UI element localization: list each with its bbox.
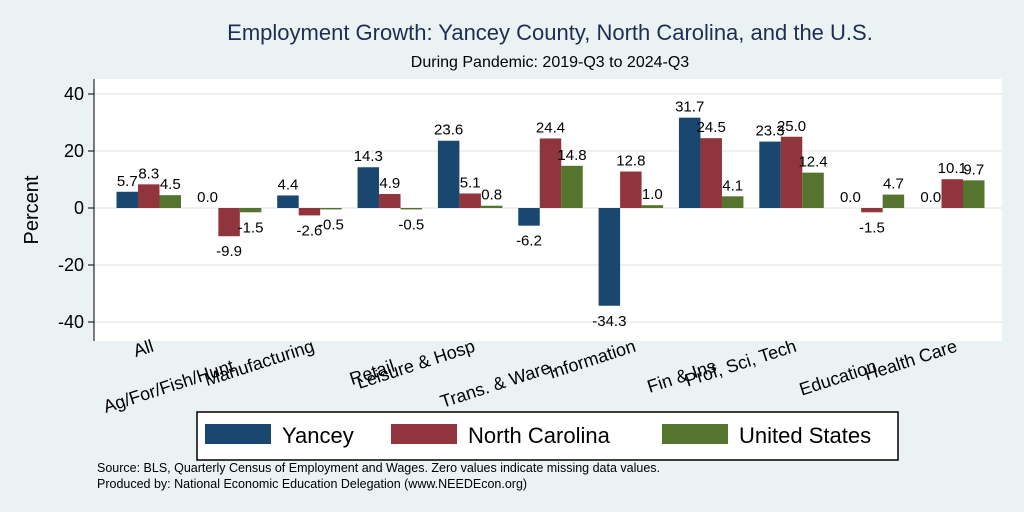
bar-united-states-fin-ins [721, 196, 744, 208]
data-label-north-carolina-leisure-hosp: 5.1 [460, 174, 481, 191]
data-label-yancey-fin-ins: 31.7 [675, 99, 704, 116]
data-label-north-carolina-ag-for-fish-hunt: -9.9 [216, 243, 242, 260]
data-label-north-carolina-education: -1.5 [859, 219, 885, 236]
data-label-united-states-ag-for-fish-hunt: -1.5 [238, 219, 264, 236]
data-label-north-carolina-prof-sci-tech: 25.0 [777, 118, 806, 135]
data-label-united-states-manufacturing: -0.5 [318, 216, 344, 233]
source-note: Source: BLS, Quarterly Census of Employm… [97, 461, 660, 475]
data-label-yancey-information: -34.3 [592, 313, 626, 330]
data-label-united-states-retail: -0.5 [398, 216, 424, 233]
bar-yancey-fin-ins [678, 117, 701, 208]
bar-united-states-manufacturing [320, 208, 342, 210]
data-label-united-states-all: 4.5 [160, 176, 181, 193]
bar-united-states-retail [400, 208, 423, 210]
bar-yancey-leisure-hosp [437, 140, 460, 208]
data-label-yancey-manufacturing: 4.4 [278, 176, 299, 193]
data-label-united-states-fin-ins: 4.1 [722, 177, 743, 194]
bar-yancey-all [116, 191, 138, 208]
data-label-yancey-education: 0.0 [840, 189, 861, 206]
legend-label-united-states: United States [739, 423, 871, 448]
y-axis-ticks: -40 -20 0 20 40 [58, 79, 95, 341]
bar-united-states-education [882, 194, 905, 208]
data-label-north-carolina-information: 12.8 [616, 153, 645, 170]
bar-north-carolina-manufacturing [298, 208, 321, 216]
bar-north-carolina-all [138, 184, 160, 208]
data-label-yancey-prof-sci-tech: 23.3 [755, 123, 784, 140]
bar-north-carolina-fin-ins [700, 138, 722, 208]
data-label-yancey-health-care: 0.0 [920, 189, 941, 206]
bar-united-states-ag-for-fish-hunt [239, 208, 262, 213]
bar-north-carolina-retail [379, 194, 401, 208]
bar-yancey-information [598, 208, 621, 306]
chart-subtitle: During Pandemic: 2019-Q3 to 2024-Q3 [411, 54, 689, 71]
bar-north-carolina-health-care [941, 179, 963, 208]
bar-north-carolina-leisure-hosp [459, 193, 481, 208]
bar-united-states-all [159, 195, 181, 208]
bar-united-states-prof-sci-tech [802, 172, 824, 208]
chart-title: Employment Growth: Yancey County, North … [227, 20, 873, 45]
data-label-yancey-trans-ware: -6.2 [516, 233, 542, 250]
legend-label-yancey: Yancey [282, 423, 354, 448]
bar-united-states-information [641, 205, 664, 208]
data-label-united-states-leisure-hosp: 0.8 [481, 187, 502, 204]
legend-swatch-north-carolina [391, 424, 457, 444]
data-label-north-carolina-manufacturing: -2.6 [297, 222, 323, 239]
data-label-united-states-information: 1.0 [642, 186, 663, 203]
legend-label-north-carolina: North Carolina [468, 423, 611, 448]
y-tick-label: -20 [58, 255, 84, 275]
legend-swatch-united-states [662, 424, 728, 444]
data-label-yancey-retail: 14.3 [354, 148, 383, 165]
data-label-north-carolina-all: 8.3 [138, 165, 159, 182]
legend: Yancey North Carolina United States [196, 411, 899, 461]
data-labels: 5.7 8.34.50.0-9.9-1.54.4-2.6-0.514.34.9-0… [117, 99, 984, 330]
produced-by-note: Produced by: National Economic Education… [97, 477, 527, 491]
y-tick-label: 0 [74, 198, 84, 218]
data-label-united-states-health-care: 9.7 [963, 161, 984, 178]
bar-yancey-prof-sci-tech [759, 141, 781, 208]
data-label-north-carolina-health-care: 10.1 [938, 160, 967, 177]
data-label-yancey-all: 5.7 [117, 173, 138, 190]
data-label-united-states-trans-ware: 14.8 [557, 147, 586, 164]
data-label-north-carolina-trans-ware: 24.4 [536, 119, 565, 136]
data-label-united-states-education: 4.7 [883, 176, 904, 193]
y-tick-label: 20 [64, 141, 84, 161]
data-label-yancey-ag-for-fish-hunt: 0.0 [197, 189, 218, 206]
bar-north-carolina-information [620, 171, 642, 208]
legend-box [196, 411, 899, 461]
data-label-united-states-prof-sci-tech: 12.4 [798, 154, 827, 171]
bar-north-carolina-education [861, 208, 883, 213]
bar-north-carolina-prof-sci-tech [780, 136, 803, 208]
bar-yancey-retail [357, 167, 380, 208]
bar-united-states-health-care [963, 180, 985, 208]
y-axis-label: Percent [21, 175, 43, 244]
bar-yancey-trans-ware [518, 208, 540, 226]
bar-yancey-manufacturing [277, 195, 299, 208]
y-tick-label: 40 [64, 84, 84, 104]
bar-united-states-leisure-hosp [480, 205, 503, 208]
bar-north-carolina-ag-for-fish-hunt [218, 208, 240, 237]
data-label-yancey-leisure-hosp: 23.6 [434, 122, 463, 139]
data-label-north-carolina-retail: 4.9 [379, 175, 400, 192]
data-label-north-carolina-fin-ins: 24.5 [697, 119, 726, 136]
bar-united-states-trans-ware [561, 165, 583, 208]
bar-north-carolina-trans-ware [539, 138, 562, 208]
bars [116, 117, 985, 306]
y-tick-label: -40 [58, 312, 84, 332]
legend-swatch-yancey [205, 424, 271, 444]
